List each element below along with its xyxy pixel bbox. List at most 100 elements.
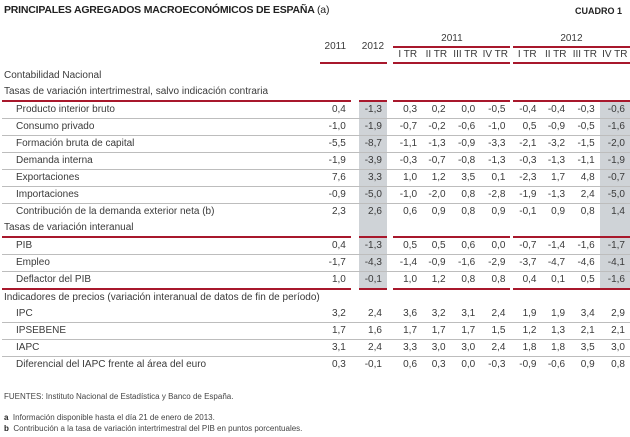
- value-cell: 1,8: [541, 339, 571, 357]
- value-cell: 3,0: [599, 339, 630, 357]
- footnote-text: Información disponible hasta el día 21 d…: [12, 413, 215, 422]
- value-cell: 0,8: [450, 271, 481, 290]
- gap: [510, 339, 513, 357]
- header-group-2011: 2011: [393, 32, 511, 48]
- value-cell: -0,6: [599, 101, 630, 119]
- value-cell: 3,3: [393, 339, 423, 357]
- value-cell: 0,5: [422, 237, 451, 255]
- value-cell: 2,4: [358, 306, 387, 323]
- row-label: Deflactor del PIB: [2, 271, 320, 290]
- row-label: Diferencial del IAPC frente al área del …: [16, 359, 207, 370]
- gap: [350, 152, 359, 170]
- value-cell: 0,4: [319, 101, 351, 119]
- value-cell: -0,1: [364, 359, 382, 370]
- gap: [510, 237, 513, 255]
- gap: [386, 237, 394, 255]
- blank: [350, 84, 359, 102]
- value-cell: 3,0: [422, 339, 451, 357]
- value-cell: 0,5: [393, 237, 423, 255]
- row-label: Demanda interna: [2, 152, 320, 170]
- blank: [512, 84, 542, 102]
- blank: [393, 84, 423, 102]
- value-cell: 1,9: [512, 306, 542, 323]
- header-quarters: I TR II TR III TR IV TR I TR II TR III TR IV TR: [2, 47, 630, 64]
- row-label: IPSEBENE: [2, 322, 320, 340]
- table-row: Empleo -1,7 -4,3 -1,4 -0,9 -1,6 -2,9 -3,7 -4,7 -4…: [2, 254, 630, 272]
- value-cell: 0,8: [450, 186, 481, 204]
- value-cell: -1,6: [450, 254, 481, 272]
- value-cell: 0,4: [319, 237, 351, 255]
- value-cell: 1,3: [541, 322, 571, 340]
- value-cell: 1,9: [541, 306, 571, 323]
- row-label: IPC: [2, 306, 320, 323]
- section-header: Indicadores de precios (variación intera…: [2, 289, 630, 306]
- value-cell: 0,8: [611, 359, 625, 370]
- value-cell: -3,9: [358, 152, 387, 170]
- row-label: Consumo privado: [2, 118, 320, 136]
- value-cell: 3,0: [450, 339, 481, 357]
- value-cell: -5,0: [599, 186, 630, 204]
- value-cell: 1,2: [422, 169, 451, 187]
- value-cell: 3,2: [422, 306, 451, 323]
- header-quarter: I TR: [512, 47, 542, 64]
- value-cell: 0,1: [541, 271, 571, 290]
- table-number: CUADRO 1: [574, 6, 622, 16]
- table-row: Exportaciones 7,6 3,3 1,0 1,2 3,5 0,1 -2,3 1,7 4,…: [2, 169, 630, 187]
- gap: [510, 101, 513, 119]
- value-cell: 1,5: [480, 322, 511, 340]
- blank: [422, 220, 451, 238]
- value-cell: -1,9: [358, 118, 387, 136]
- header-quarter: IV TR: [480, 47, 511, 64]
- value-cell: -0,7: [393, 118, 423, 136]
- value-cell: 1,7: [319, 322, 351, 340]
- blank: [351, 68, 359, 84]
- value-cell: -4,6: [570, 254, 600, 272]
- value-cell: -0,7: [512, 237, 542, 255]
- gap: [350, 186, 359, 204]
- value-cell: -2,9: [480, 254, 511, 272]
- macro-table: 2011 2012 2011 2012 I TR II TR III TR IV TR I TR…: [2, 32, 630, 373]
- gap: [510, 135, 513, 153]
- gap: [386, 306, 394, 323]
- value-cell: 1,7: [393, 322, 423, 340]
- value-cell: -4,1: [599, 254, 630, 272]
- value-cell: -1,3: [480, 152, 511, 170]
- header-blank: [2, 32, 320, 47]
- value-cell: 1,8: [512, 339, 542, 357]
- value-cell: 1,2: [422, 271, 451, 290]
- value-cell: 0,4: [512, 271, 542, 290]
- value-cell: -2,8: [480, 186, 511, 204]
- value-cell: -1,9: [512, 186, 542, 204]
- blank: [600, 68, 630, 84]
- blank: [480, 68, 510, 84]
- value-cell: -0,1: [519, 206, 537, 217]
- value-cell: -1,4: [541, 237, 571, 255]
- value-cell: 2,6: [358, 203, 387, 220]
- header-blank: [2, 47, 320, 63]
- gap: [510, 118, 513, 136]
- gap: [350, 306, 359, 323]
- value-cell: 1,7: [541, 169, 571, 187]
- value-cell: -3,2: [541, 135, 571, 153]
- header-quarter: IV TR: [599, 47, 630, 64]
- blank: [510, 84, 513, 102]
- value-cell: -0,9: [450, 135, 481, 153]
- value-cell: 2,1: [570, 322, 600, 340]
- row-label: IAPC: [2, 339, 320, 357]
- blank: [350, 220, 359, 238]
- blank: [480, 84, 511, 102]
- value-cell: 1,7: [422, 322, 451, 340]
- value-cell: 0,6: [450, 237, 481, 255]
- value-cell: 0,6: [403, 359, 418, 370]
- value-cell: 3,5: [570, 339, 600, 357]
- value-cell: -0,3: [512, 152, 542, 170]
- gap: [350, 118, 359, 136]
- blank: [600, 289, 630, 306]
- value-cell: -0,7: [599, 169, 630, 187]
- value-cell: -1,0: [480, 118, 511, 136]
- footnote-a: a Información disponible hasta el día 21…: [4, 413, 215, 422]
- gap: [386, 135, 394, 153]
- blank: [513, 289, 542, 306]
- value-cell: -0,9: [541, 118, 571, 136]
- value-cell: -2,3: [512, 169, 542, 187]
